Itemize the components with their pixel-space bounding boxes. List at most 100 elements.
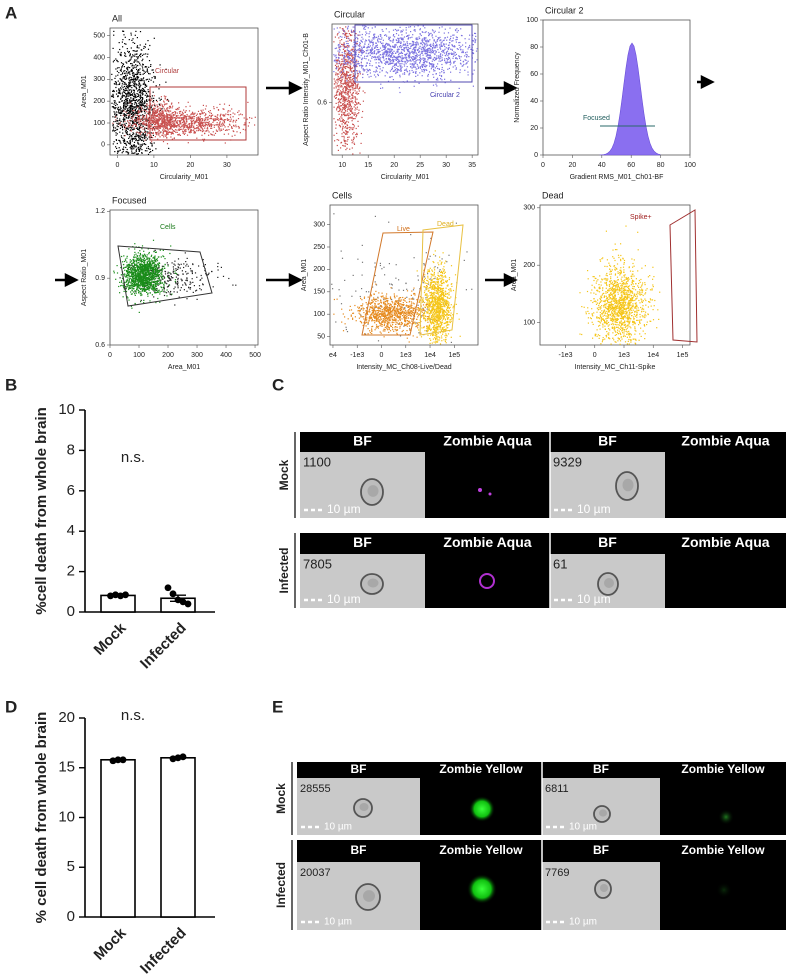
event-dot [139,96,141,98]
event-dot [163,129,165,131]
event-dot [128,78,130,80]
event-dot [132,115,134,117]
event-dot [145,115,148,117]
event-dot [361,46,363,48]
event-dot [449,61,451,63]
event-dot [373,51,375,53]
event-dot [390,55,393,57]
event-dot [167,98,169,101]
event-dot [139,92,141,94]
event-dot [392,59,394,61]
event-dot [144,66,147,68]
event-dot [254,116,256,118]
event-dot [345,36,348,38]
event-dot [159,136,161,138]
event-dot [355,116,357,118]
event-dot [339,110,341,112]
event-dot [138,82,140,84]
event-dot [152,69,154,71]
event-dot [173,124,175,126]
event-dot [124,115,126,118]
event-dot [341,39,343,41]
event-dot [126,86,128,89]
event-dot [128,51,130,54]
event-dot [424,39,426,41]
event-dot [433,95,436,97]
event-dot [420,34,422,37]
event-dot [148,124,150,126]
event-dot [125,131,127,133]
event-dot [182,119,184,121]
event-dot [359,34,361,36]
event-dot [133,152,135,154]
event-dot [147,53,149,55]
event-dot [116,90,118,92]
event-dot [348,102,350,104]
event-dot [431,29,434,31]
event-dot [136,99,138,101]
event-dot [122,95,124,97]
event-dot [345,32,347,34]
event-dot [352,123,354,125]
event-dot [169,125,171,127]
event-dot [185,122,187,124]
event-dot [389,51,391,53]
event-dot [415,72,417,74]
event-dot [456,48,458,50]
event-dot [345,93,347,95]
event-dot [139,79,141,81]
event-dot [137,116,139,119]
event-dot [155,127,157,129]
event-dot [431,47,434,49]
event-dot [353,142,355,144]
event-dot [116,60,118,62]
event-dot [344,106,346,108]
event-dot [138,56,140,58]
event-dot [202,123,204,125]
event-dot [355,61,357,63]
event-dot [175,276,177,278]
event-dot [398,52,400,54]
event-dot [180,128,182,130]
event-dot [432,73,434,76]
event-dot [349,54,351,56]
event-dot [173,120,175,122]
event-dot [455,68,457,70]
event-dot [341,76,343,78]
event-dot [356,106,358,108]
event-dot [122,77,124,79]
event-dot [140,111,143,113]
event-dot [129,107,132,110]
event-dot [334,80,336,82]
event-dot [433,56,435,59]
event-dot [345,66,347,68]
event-dot [203,112,205,114]
event-dot [136,153,139,155]
event-dot [158,275,160,277]
event-dot [342,111,344,114]
event-dot [355,53,357,55]
event-dot [397,40,399,42]
event-dot [115,93,118,95]
event-dot [216,124,218,126]
event-dot [347,83,349,85]
event-dot [124,139,126,141]
event-dot [472,52,475,55]
event-dot [134,136,136,138]
event-dot [113,83,115,85]
event-dot [214,124,216,126]
event-dot [122,91,124,93]
event-dot [113,130,115,132]
event-dot [154,110,156,112]
event-dot [117,51,119,53]
event-dot [153,100,155,102]
event-dot [161,116,163,118]
event-dot [398,87,400,89]
event-dot [139,53,141,56]
event-dot [361,53,363,55]
event-dot [129,127,131,129]
event-dot [345,75,347,77]
event-dot [128,152,130,154]
event-dot [403,43,405,45]
event-dot [347,52,349,54]
